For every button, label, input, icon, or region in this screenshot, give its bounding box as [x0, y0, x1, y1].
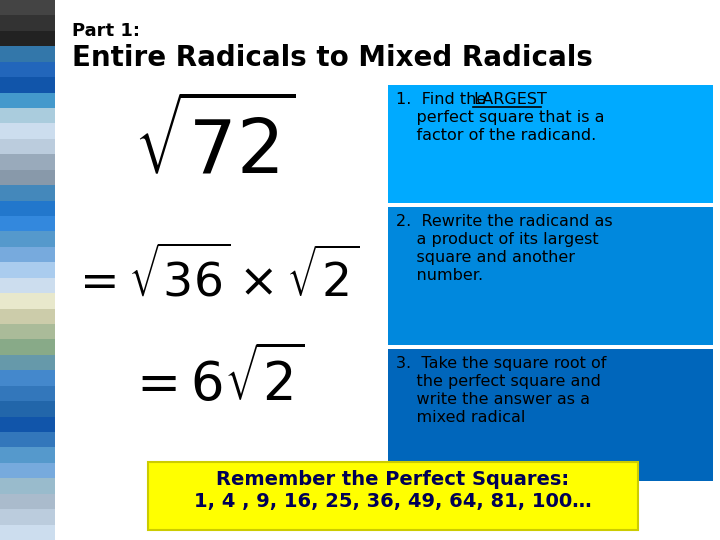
Bar	[0, 293, 55, 308]
Text: the perfect square and: the perfect square and	[396, 374, 601, 389]
Bar	[0, 324, 55, 340]
Bar	[0, 432, 55, 448]
Bar	[0, 416, 55, 432]
Bar	[0, 340, 55, 355]
Bar	[0, 62, 55, 77]
Text: 3.  Take the square root of: 3. Take the square root of	[396, 356, 606, 371]
FancyBboxPatch shape	[388, 85, 713, 203]
Bar	[0, 46, 55, 62]
Text: factor of the radicand.: factor of the radicand.	[396, 128, 596, 143]
Text: mixed radical: mixed radical	[396, 410, 526, 425]
Text: LARGEST: LARGEST	[473, 92, 547, 107]
Bar	[0, 524, 55, 540]
Bar	[0, 262, 55, 278]
Bar	[0, 448, 55, 463]
Bar	[0, 463, 55, 478]
Text: number.: number.	[396, 268, 483, 283]
Text: $= \sqrt{36} \times \sqrt{2}$: $= \sqrt{36} \times \sqrt{2}$	[71, 248, 360, 307]
Bar	[0, 232, 55, 247]
Bar	[0, 478, 55, 494]
Bar	[0, 170, 55, 185]
Bar	[0, 16, 55, 31]
Text: 1.  Find the: 1. Find the	[396, 92, 491, 107]
Bar	[0, 509, 55, 524]
Text: 2.  Rewrite the radicand as: 2. Rewrite the radicand as	[396, 214, 613, 229]
Text: perfect square that is a: perfect square that is a	[396, 110, 605, 125]
Bar	[0, 139, 55, 154]
Bar	[0, 92, 55, 108]
Bar	[0, 386, 55, 401]
Text: a product of its largest: a product of its largest	[396, 232, 598, 247]
Bar	[0, 0, 55, 16]
Bar	[0, 200, 55, 216]
Bar	[0, 216, 55, 232]
Bar	[0, 185, 55, 200]
FancyBboxPatch shape	[148, 462, 638, 530]
Bar	[0, 124, 55, 139]
Bar	[0, 154, 55, 170]
Bar	[0, 494, 55, 509]
Bar	[0, 108, 55, 124]
FancyBboxPatch shape	[388, 349, 713, 481]
Text: write the answer as a: write the answer as a	[396, 392, 590, 407]
Bar	[0, 77, 55, 92]
Bar	[0, 278, 55, 293]
Text: $= 6\sqrt{2}$: $= 6\sqrt{2}$	[125, 348, 305, 412]
Bar	[0, 370, 55, 386]
Bar	[0, 355, 55, 370]
Bar	[0, 401, 55, 416]
Bar	[0, 31, 55, 46]
Bar	[0, 247, 55, 262]
Text: Remember the Perfect Squares:: Remember the Perfect Squares:	[217, 470, 570, 489]
Text: Entire Radicals to Mixed Radicals: Entire Radicals to Mixed Radicals	[72, 44, 593, 72]
Text: $\sqrt{72}$: $\sqrt{72}$	[134, 100, 296, 188]
Text: 1, 4 , 9, 16, 25, 36, 49, 64, 81, 100…: 1, 4 , 9, 16, 25, 36, 49, 64, 81, 100…	[194, 492, 592, 511]
Text: square and another: square and another	[396, 250, 575, 265]
FancyBboxPatch shape	[388, 207, 713, 345]
Text: Part 1:: Part 1:	[72, 22, 140, 40]
Bar	[0, 308, 55, 324]
